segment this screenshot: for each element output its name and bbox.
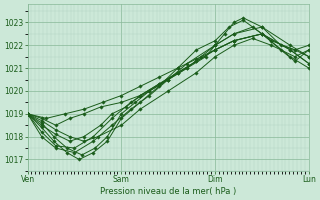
X-axis label: Pression niveau de la mer( hPa ): Pression niveau de la mer( hPa )	[100, 187, 236, 196]
